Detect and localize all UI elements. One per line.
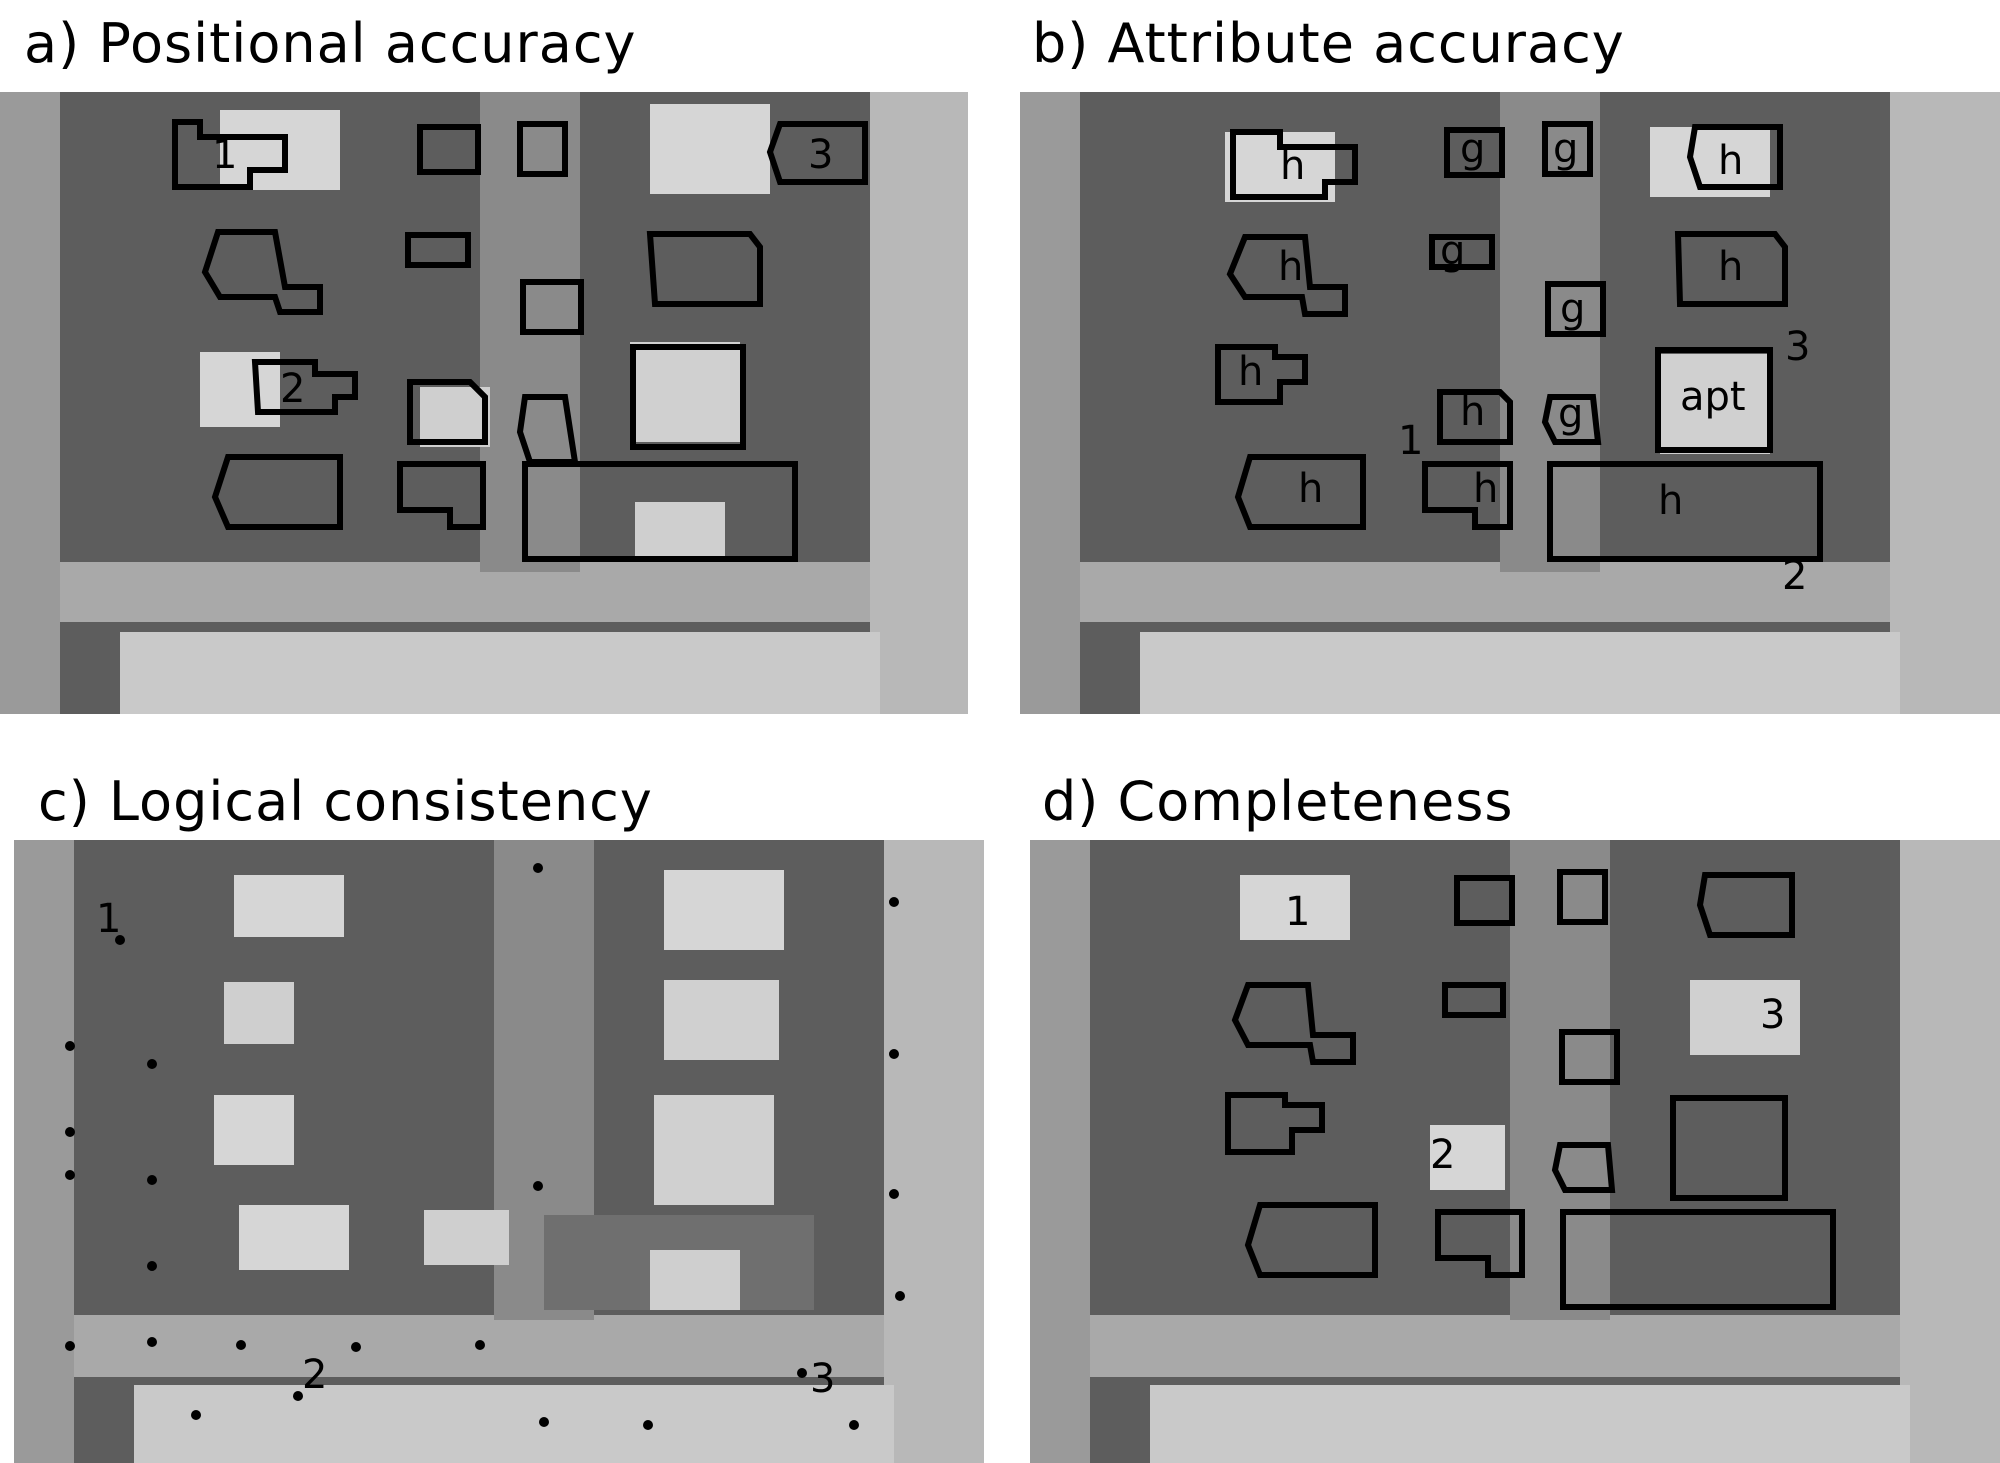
- attr-label-h: h: [1298, 466, 1323, 512]
- building-outline: [172, 119, 288, 190]
- building-outline: [1560, 1209, 1836, 1310]
- attr-label-apt: apt: [1680, 374, 1746, 420]
- building-outline: [1547, 461, 1823, 562]
- panel-c-label-2: 2: [302, 1352, 327, 1398]
- panel-c-label-1: 1: [96, 896, 121, 942]
- panel-c-canvas: 1 2 3: [14, 840, 984, 1463]
- attr-label-h: h: [1718, 244, 1743, 290]
- panel-b-label-3: 3: [1785, 324, 1810, 370]
- panel-b-canvas: h g g h h g h g h h g apt h h h 1 2 3: [1020, 92, 2000, 714]
- panel-b-aerial-photo: h g g h h g h g h h g apt h h h 1 2 3: [1020, 92, 2000, 714]
- panel-a-label-2: 2: [280, 366, 305, 412]
- building-outline: [1559, 1029, 1620, 1085]
- attr-label-h: h: [1280, 143, 1305, 189]
- panel-d-label-1: 1: [1285, 889, 1310, 935]
- building-outline: [1435, 1209, 1525, 1278]
- building-outline: [1442, 982, 1506, 1018]
- building-outline: [1429, 234, 1495, 270]
- attr-label-g: g: [1560, 286, 1585, 332]
- panel-b-label-1: 1: [1398, 418, 1423, 464]
- street-node-points: [65, 863, 905, 1430]
- building-outline: [1655, 347, 1773, 453]
- building-outlines: [1215, 121, 1823, 562]
- aerial-base: [0, 92, 968, 714]
- building-outline: [1244, 1202, 1378, 1278]
- attr-label-g: g: [1558, 391, 1583, 437]
- building-outline: [1437, 389, 1513, 445]
- building-outline: [201, 229, 323, 315]
- building-outline: [1454, 875, 1515, 926]
- building-outline: [630, 344, 746, 450]
- panel-a-aerial-photo: 1 2 3: [0, 92, 968, 714]
- panel-c-title: c) Logical consistency: [38, 770, 653, 833]
- attr-label-h: h: [1278, 244, 1303, 290]
- building-outline: [405, 232, 471, 268]
- panel-d-title: d) Completeness: [1042, 770, 1514, 833]
- building-outline: [1226, 234, 1348, 317]
- panel-d-aerial-photo: 1 2 3: [1030, 840, 2000, 1463]
- attr-label-g: g: [1440, 228, 1465, 274]
- building-outline: [520, 279, 584, 335]
- building-outline: [1670, 1095, 1788, 1201]
- building-outline: [1225, 1092, 1325, 1155]
- building-outline: [1674, 231, 1788, 307]
- building-outline: [1541, 394, 1602, 445]
- panel-b-title: b) Attribute accuracy: [1032, 12, 1625, 75]
- attr-label-h: h: [1718, 138, 1743, 184]
- panel-c-aerial-photo: 1 2 3: [14, 840, 984, 1463]
- building-outline: [766, 121, 868, 185]
- building-outline: [1686, 124, 1783, 190]
- aerial-base: [1030, 840, 2000, 1463]
- building-outline: [1215, 344, 1308, 405]
- attr-label-h: h: [1238, 349, 1263, 395]
- attr-label-g: g: [1553, 126, 1578, 172]
- building-outlines: [1225, 869, 1836, 1310]
- panel-a-canvas: 1 2 3: [0, 92, 968, 714]
- building-outline: [397, 461, 486, 530]
- panel-d-canvas: 1 2 3: [1030, 840, 2000, 1463]
- building-outline: [646, 231, 763, 307]
- attr-label-h: h: [1460, 389, 1485, 435]
- building-outline: [1551, 1142, 1616, 1193]
- panel-a-title: a) Positional accuracy: [24, 12, 637, 75]
- building-outline: [1231, 982, 1356, 1065]
- building-outline: [1545, 281, 1606, 337]
- building-outline: [407, 379, 488, 445]
- building-outline: [522, 461, 798, 562]
- panel-c-label-3: 3: [810, 1356, 835, 1402]
- attr-label-g: g: [1460, 126, 1485, 172]
- building-outline: [1422, 461, 1513, 530]
- building-outline: [1444, 127, 1505, 178]
- attr-label-h: h: [1658, 478, 1683, 524]
- building-outline: [517, 121, 568, 177]
- building-outline: [211, 454, 343, 530]
- panel-d-label-2: 2: [1430, 1132, 1455, 1178]
- building-outline: [1696, 872, 1795, 938]
- panel-d-label-3: 3: [1760, 992, 1785, 1038]
- panel-a-label-1: 1: [212, 132, 237, 178]
- building-outline: [1557, 869, 1608, 925]
- building-outline: [1542, 121, 1593, 177]
- building-outline: [251, 359, 358, 415]
- panel-a-label-3: 3: [808, 132, 833, 178]
- building-outline: [1230, 129, 1358, 200]
- building-outlines: [172, 119, 868, 562]
- attr-label-h: h: [1473, 466, 1498, 512]
- panel-b-label-2: 2: [1782, 553, 1807, 599]
- building-outline: [1234, 454, 1366, 530]
- building-outline: [417, 124, 481, 175]
- aerial-base: [14, 840, 984, 1463]
